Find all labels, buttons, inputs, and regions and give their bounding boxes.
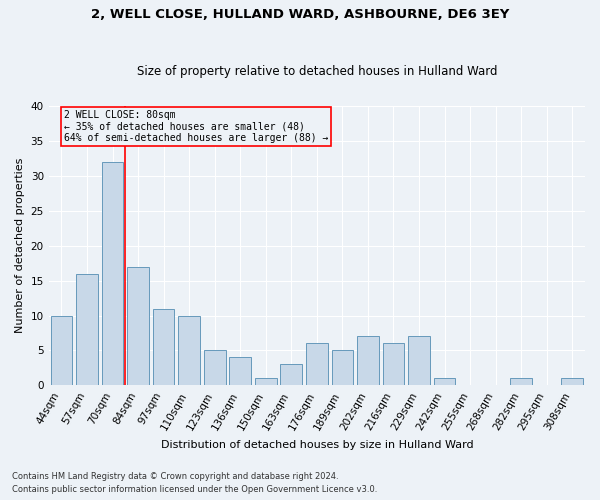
Bar <box>255 378 277 386</box>
Y-axis label: Number of detached properties: Number of detached properties <box>15 158 25 334</box>
Bar <box>332 350 353 386</box>
Bar <box>101 162 124 386</box>
X-axis label: Distribution of detached houses by size in Hulland Ward: Distribution of detached houses by size … <box>161 440 473 450</box>
Bar <box>306 344 328 386</box>
Text: Contains HM Land Registry data © Crown copyright and database right 2024.
Contai: Contains HM Land Registry data © Crown c… <box>12 472 377 494</box>
Text: 2, WELL CLOSE, HULLAND WARD, ASHBOURNE, DE6 3EY: 2, WELL CLOSE, HULLAND WARD, ASHBOURNE, … <box>91 8 509 20</box>
Bar <box>383 344 404 386</box>
Bar <box>357 336 379 386</box>
Bar <box>562 378 583 386</box>
Bar <box>204 350 226 386</box>
Title: Size of property relative to detached houses in Hulland Ward: Size of property relative to detached ho… <box>137 66 497 78</box>
Bar <box>280 364 302 386</box>
Text: 2 WELL CLOSE: 80sqm
← 35% of detached houses are smaller (48)
64% of semi-detach: 2 WELL CLOSE: 80sqm ← 35% of detached ho… <box>64 110 328 142</box>
Bar <box>153 308 175 386</box>
Bar <box>127 266 149 386</box>
Bar <box>510 378 532 386</box>
Bar <box>50 316 72 386</box>
Bar <box>178 316 200 386</box>
Bar <box>76 274 98 386</box>
Bar <box>229 358 251 386</box>
Bar <box>434 378 455 386</box>
Bar <box>408 336 430 386</box>
